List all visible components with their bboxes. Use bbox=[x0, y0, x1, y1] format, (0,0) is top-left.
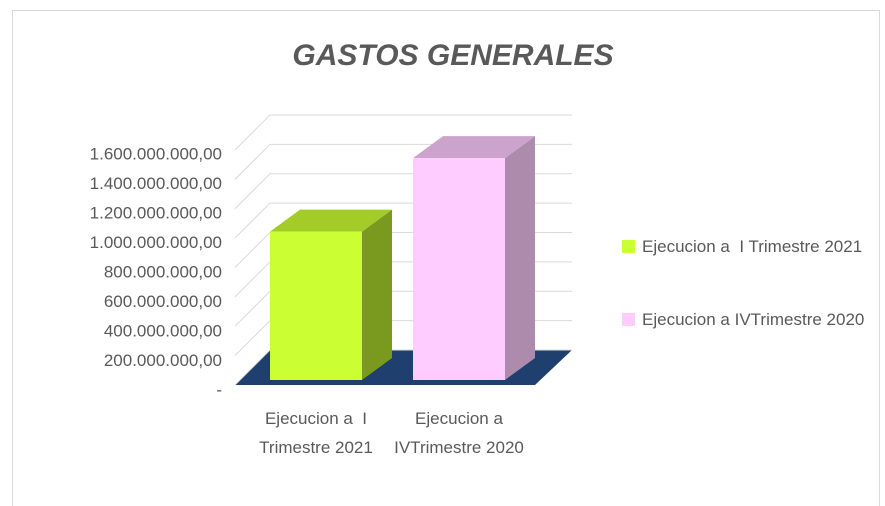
x-tick-label: Ejecucion a I Trimestre 2021 bbox=[259, 409, 373, 457]
y-tick-label: 200.000.000,00 bbox=[104, 351, 222, 370]
bar bbox=[270, 209, 392, 380]
y-tick-label: 1.600.000.000,00 bbox=[90, 144, 222, 163]
y-tick-label: 1.000.000.000,00 bbox=[90, 233, 222, 252]
legend-swatch bbox=[622, 313, 635, 326]
grid-line bbox=[234, 114, 572, 151]
bar-side bbox=[362, 209, 392, 380]
bar bbox=[413, 136, 535, 380]
chart-title: GASTOS GENERALES bbox=[292, 39, 613, 72]
y-tick-label: 400.000.000,00 bbox=[104, 321, 222, 340]
y-tick-label: - bbox=[216, 380, 222, 399]
legend-label: Ejecucion a I Trimestre 2021 bbox=[642, 237, 863, 256]
legend-label: Ejecucion a IVTrimestre 2020 bbox=[642, 310, 865, 329]
chart-border bbox=[12, 10, 880, 506]
y-tick-label: 800.000.000,00 bbox=[104, 262, 222, 281]
bar-top bbox=[270, 209, 392, 232]
bar-front bbox=[270, 231, 362, 380]
bar-front bbox=[413, 158, 505, 380]
x-tick-label: Ejecucion a IVTrimestre 2020 bbox=[394, 409, 524, 457]
bar-side bbox=[505, 136, 535, 380]
y-tick-label: 600.000.000,00 bbox=[104, 292, 222, 311]
bar-top bbox=[413, 136, 535, 159]
y-tick-label: 1.200.000.000,00 bbox=[90, 203, 222, 222]
y-tick-label: 1.400.000.000,00 bbox=[90, 174, 222, 193]
legend-swatch bbox=[622, 240, 635, 253]
